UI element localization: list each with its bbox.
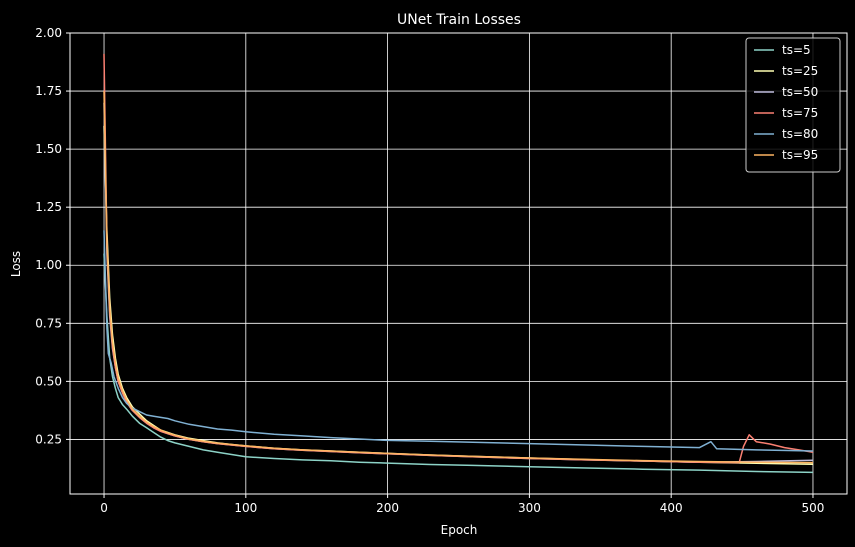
x-tick-label: 100 (234, 501, 257, 515)
x-tick-label: 500 (802, 501, 825, 515)
y-tick-label: 1.75 (35, 84, 62, 98)
x-tick-label: 200 (376, 501, 399, 515)
y-tick-label: 1.50 (35, 142, 62, 156)
legend-label: ts=80 (782, 127, 818, 141)
x-axis-title: Epoch (441, 523, 478, 537)
y-tick-label: 0.25 (35, 432, 62, 446)
legend-label: ts=75 (782, 106, 818, 120)
x-tick-label: 0 (100, 501, 108, 515)
chart-title: UNet Train Losses (397, 12, 521, 28)
y-tick-label: 1.25 (35, 200, 62, 214)
legend-label: ts=5 (782, 43, 811, 57)
plot-frame (69, 32, 848, 495)
series-line-ts-5 (103, 253, 814, 474)
y-tick-label: 0.50 (35, 374, 62, 388)
legend: ts=5 ts=25 ts=50 ts=75 ts=80 ts=95 (745, 37, 841, 173)
y-tick-label: 2.00 (35, 26, 62, 40)
series-line-ts-80 (103, 230, 814, 452)
series-line-ts-95 (103, 91, 814, 464)
y-axis-title: Loss (9, 251, 23, 277)
x-tick-label: 300 (518, 501, 541, 515)
legend-label: ts=95 (782, 148, 818, 162)
series-layer (103, 53, 814, 474)
legend-label: ts=50 (782, 85, 818, 99)
y-tick-label: 1.00 (35, 258, 62, 272)
x-tick-label: 400 (660, 501, 683, 515)
legend-label: ts=25 (782, 64, 818, 78)
y-tick-label: 0.75 (35, 316, 62, 330)
tick-layer: 0 100 200 300 400 500 0.25 0.50 0.75 1.00 1.25 1.50… (35, 26, 824, 515)
